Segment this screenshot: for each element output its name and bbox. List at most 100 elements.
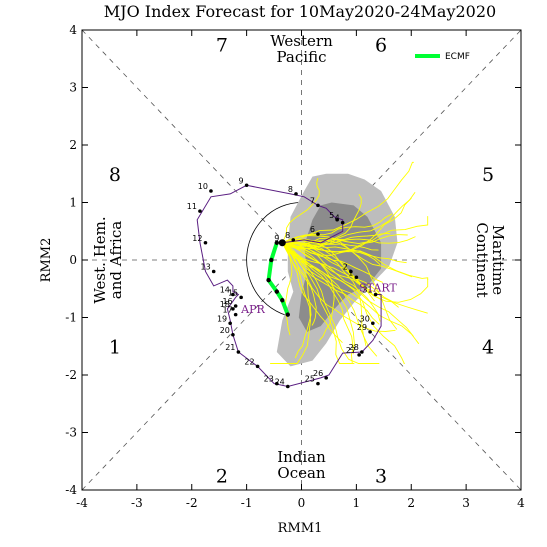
observed-day-label: 2	[343, 263, 348, 272]
y-axis-label: RMM2	[39, 238, 54, 283]
observed-day-label: 17	[222, 306, 232, 315]
observed-point	[316, 232, 320, 236]
observed-day-label: 21	[225, 343, 235, 352]
observed-day-label: 12	[192, 234, 202, 243]
region-west-hem-africa: West. Hem.	[91, 216, 109, 303]
ensemble-member-line	[282, 236, 416, 245]
observed-point	[357, 353, 361, 357]
observed-point	[233, 304, 238, 308]
ensemble-member-line	[281, 242, 420, 345]
ensemble-member-line	[281, 242, 343, 344]
region-maritime-continent: Continent	[473, 222, 491, 297]
legend: ECMF	[415, 52, 470, 62]
observed-day-label: 8	[285, 231, 290, 240]
x-tick-label: 2	[407, 496, 415, 510]
ensemble-member-line	[282, 235, 413, 278]
region-maritime-continent: Maritime	[489, 225, 507, 295]
observed-point	[231, 332, 235, 337]
observed-point	[349, 269, 353, 274]
observed-point	[285, 384, 290, 389]
observed-day-label: 24	[275, 378, 285, 387]
phase-label: 3	[375, 466, 387, 488]
observed-point	[211, 269, 216, 274]
ensemble-member-line	[281, 177, 320, 243]
observed-point	[239, 295, 243, 300]
ensemble-member-line	[282, 216, 429, 245]
region-western-pacific: Pacific	[277, 48, 327, 66]
observed-day-label: 18	[220, 300, 230, 309]
observed-day-label: 4	[335, 214, 340, 223]
region-west-hem-africa: and Africa	[107, 221, 125, 299]
ensemble-mean-point	[269, 257, 274, 263]
observed-point	[360, 350, 364, 354]
observed-point	[373, 292, 378, 297]
observed-day-label: 22	[244, 357, 254, 366]
x-tick-label: -1	[241, 496, 253, 510]
observed-point	[198, 209, 202, 213]
ensemble-member-line	[270, 242, 311, 364]
legend-label: ECMF	[445, 52, 470, 62]
observed-day-label: 1	[348, 268, 353, 277]
x-axis-label: RMM1	[278, 521, 323, 536]
ensemble-member-line	[282, 239, 375, 302]
observed-point	[236, 350, 241, 354]
observed-day-label: 23	[264, 375, 274, 384]
observed-day-label: 9	[274, 234, 279, 243]
ensemble-member-line	[282, 161, 414, 244]
observed-point	[371, 321, 375, 326]
ensemble-member-line	[282, 242, 380, 325]
observed-day-label: 5	[329, 211, 334, 220]
ensemble-member-line	[281, 242, 406, 364]
x-tick-label: 4	[517, 496, 525, 510]
observed-day-label: 10	[198, 182, 208, 191]
ensemble-member-line	[282, 242, 399, 308]
observed-trajectory: 3129302728262524232221201918171615141312…	[187, 176, 397, 389]
y-tick-label: 3	[69, 81, 77, 95]
observed-point	[255, 364, 260, 369]
x-tick-label: 0	[298, 496, 306, 510]
observed-point	[324, 376, 328, 380]
observed-point	[340, 220, 345, 225]
observed-line	[196, 184, 382, 388]
phase-label: 5	[482, 164, 494, 186]
phase-label: 2	[216, 466, 228, 488]
start-annotation: START	[359, 282, 397, 295]
y-tick-label: 2	[69, 138, 77, 152]
observed-day-label: 25	[305, 375, 315, 384]
ensemble-member-line	[282, 242, 414, 337]
observed-point	[368, 330, 372, 334]
x-tick-label: 3	[462, 496, 470, 510]
ensemble-member-line	[282, 241, 378, 357]
observed-day-label: 28	[349, 343, 359, 352]
observed-day-label: 16	[222, 297, 232, 306]
ensemble-mean-point	[285, 312, 290, 317]
phase-label: 8	[109, 164, 121, 186]
observed-day-label: 27	[346, 346, 356, 355]
ensemble-member-line	[282, 242, 381, 266]
observed-day-label: 30	[360, 314, 370, 323]
observed-day-label: 20	[220, 326, 230, 335]
x-tick-label: -3	[131, 496, 143, 510]
observed-day-label: 11	[187, 202, 197, 211]
y-tick-label: -3	[65, 426, 77, 440]
observed-day-label: 7	[310, 196, 315, 205]
phase-label: 4	[482, 336, 494, 358]
ensemble-member-line	[282, 242, 381, 322]
observed-point	[335, 217, 339, 222]
observed-point	[291, 238, 296, 242]
ensemble-mean-point	[266, 277, 271, 283]
y-tick-label: 4	[69, 23, 77, 37]
observed-point	[275, 381, 279, 386]
chart-title: MJO Index Forecast for 10May2020-24May20…	[104, 2, 496, 21]
ensemble-member-line	[281, 242, 396, 332]
observed-point	[316, 203, 320, 208]
region-western-pacific: Western	[270, 32, 333, 50]
observed-point	[231, 292, 235, 297]
ensemble-mean-point	[274, 240, 280, 245]
region-indian-ocean: Indian	[277, 448, 326, 466]
observed-point	[354, 275, 359, 280]
observed-point	[233, 312, 238, 317]
